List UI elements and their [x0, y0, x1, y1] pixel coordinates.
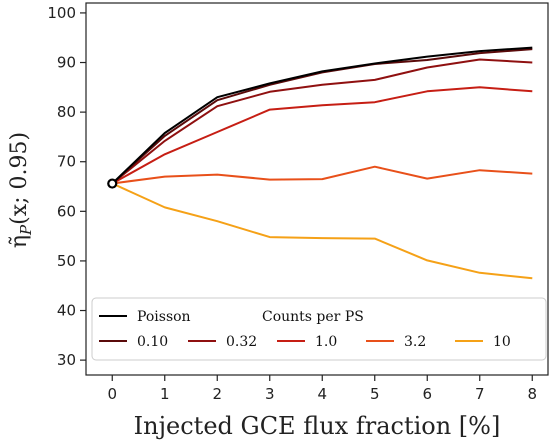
- legend-box: [91, 297, 547, 361]
- x-tick-label: 7: [475, 385, 485, 403]
- legend-label-3-2: 3.2: [404, 334, 426, 350]
- legend-label-0-32: 0.32: [226, 334, 257, 350]
- x-tick-label: 3: [265, 385, 275, 403]
- legend-label-poisson: Poisson: [137, 309, 191, 325]
- x-tick-label: 8: [527, 385, 537, 403]
- y-tick-label: 70: [57, 153, 76, 171]
- plot-frame: [85, 2, 549, 376]
- x-tick-label: 1: [160, 385, 170, 403]
- legend-label-10: 10: [493, 334, 511, 350]
- y-tick-label: 30: [57, 351, 76, 369]
- x-tick-label: 5: [370, 385, 380, 403]
- y-axis-title: η̃P(x; 0.95): [7, 132, 35, 248]
- series-line-Poisson: [111, 46, 533, 185]
- series-line-0-10: [111, 48, 533, 185]
- x-tick-label: 6: [422, 385, 432, 403]
- x-tick-label: 0: [107, 385, 117, 403]
- legend-label-0-10: 0.10: [137, 334, 168, 350]
- series-line-10: [111, 182, 533, 280]
- legend-label-1-0: 1.0: [315, 334, 337, 350]
- legend: Poisson Counts per PS 0.10 0.32 1.0 3.2 10: [91, 297, 547, 361]
- start-marker: [107, 178, 118, 189]
- x-axis: 0 1 2 3 4 5 6 7 8: [107, 375, 537, 403]
- x-tick-label: 4: [317, 385, 327, 403]
- series-line-1-0: [111, 86, 533, 185]
- y-tick-label: 100: [47, 4, 76, 22]
- series-lines: [111, 46, 533, 280]
- legend-group-title: Counts per PS: [262, 309, 364, 325]
- x-tick-label: 2: [212, 385, 222, 403]
- y-tick-label: 80: [57, 103, 76, 121]
- y-axis: 30 40 50 60 70 80 90 100: [47, 4, 86, 369]
- x-axis-title: Injected GCE flux fraction [%]: [134, 412, 501, 440]
- series-line-0-32: [111, 58, 533, 185]
- y-tick-label: 50: [57, 252, 76, 270]
- y-tick-label: 60: [57, 202, 76, 220]
- y-tick-label: 90: [57, 54, 76, 72]
- series-line-3-2: [112, 165, 533, 185]
- y-tick-label: 40: [57, 302, 76, 320]
